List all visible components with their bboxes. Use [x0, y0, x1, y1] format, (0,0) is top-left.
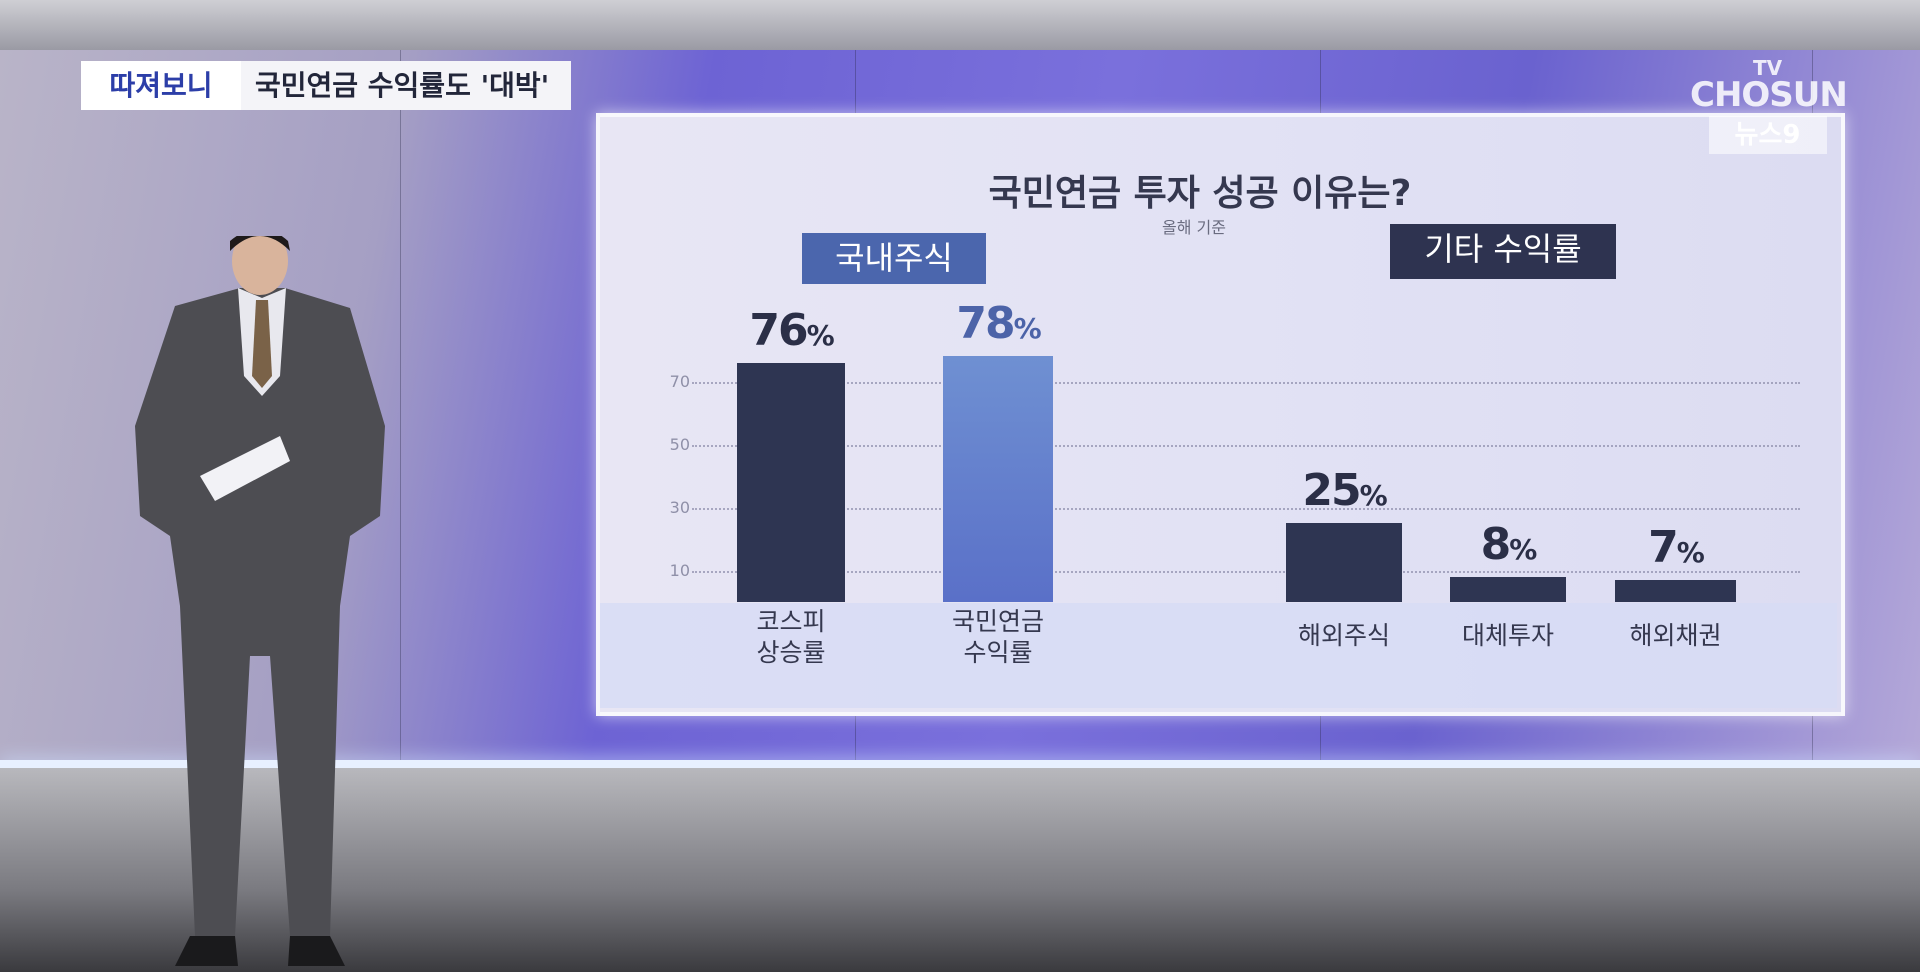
program-badge: 뉴스9	[1708, 116, 1827, 154]
floor-light-strip	[0, 760, 1920, 768]
chart-subtitle: 올해 기준	[1162, 218, 1226, 237]
gridline	[692, 507, 1800, 510]
gridline	[692, 570, 1800, 573]
category-line: 국민연금	[951, 607, 1044, 636]
category-line: 수익률	[963, 638, 1033, 667]
category-line: 해외주식	[1297, 621, 1390, 650]
value-label: 8%	[1428, 519, 1588, 570]
value-number: 8	[1480, 518, 1512, 570]
logo-line2: CHOSUN	[1690, 75, 1848, 115]
group-label-other: 기타 수익률	[1390, 224, 1616, 279]
y-tick-label: 30	[669, 497, 690, 517]
value-unit: %	[1013, 312, 1042, 346]
category-label: 대체투자	[1423, 620, 1593, 651]
value-unit: %	[1509, 532, 1537, 566]
category-label: 코스피 상승률	[706, 606, 876, 668]
headline: 국민연금 수익률도 '대박'	[241, 61, 571, 110]
chart-title: 국민연금 투자 성공 이유는?	[988, 173, 1412, 214]
bar	[1286, 523, 1402, 602]
segment-logo: 따져보니	[81, 61, 241, 110]
bar	[1615, 579, 1736, 602]
bar	[943, 356, 1053, 602]
logo-line1: TV	[1752, 56, 1783, 80]
y-tick-label: 70	[669, 371, 690, 391]
value-unit: %	[1359, 479, 1388, 513]
bar	[737, 362, 845, 602]
panel-seam	[400, 50, 401, 760]
value-label: 78%	[918, 298, 1078, 349]
bar	[1450, 576, 1566, 602]
value-label: 25%	[1264, 465, 1424, 516]
value-label: 7%	[1596, 522, 1756, 573]
category-line: 코스피	[756, 607, 826, 636]
studio-ceiling	[0, 0, 1920, 50]
category-label: 해외주식	[1259, 620, 1429, 651]
category-line: 상승률	[756, 638, 826, 667]
category-line: 대체투자	[1461, 621, 1554, 650]
category-label: 해외채권	[1591, 620, 1761, 651]
group-label-domestic: 국내주식	[802, 233, 986, 284]
category-label: 국민연금 수익률	[913, 606, 1083, 668]
value-label: 76%	[711, 305, 871, 356]
value-number: 76	[749, 304, 808, 356]
y-tick-label: 50	[669, 434, 690, 454]
broadcaster-logo: TV CHOSUN 뉴스9	[1690, 56, 1848, 154]
value-unit: %	[1676, 535, 1705, 569]
value-number: 78	[956, 298, 1015, 350]
chart-baseline-band	[600, 603, 1837, 708]
y-tick-label: 10	[669, 560, 690, 580]
gridline	[692, 381, 1800, 384]
value-number: 7	[1648, 521, 1679, 573]
category-line: 해외채권	[1629, 621, 1722, 650]
value-unit: %	[806, 318, 835, 352]
news-anchor	[135, 236, 385, 966]
value-number: 25	[1302, 465, 1361, 517]
gridline	[692, 444, 1800, 447]
